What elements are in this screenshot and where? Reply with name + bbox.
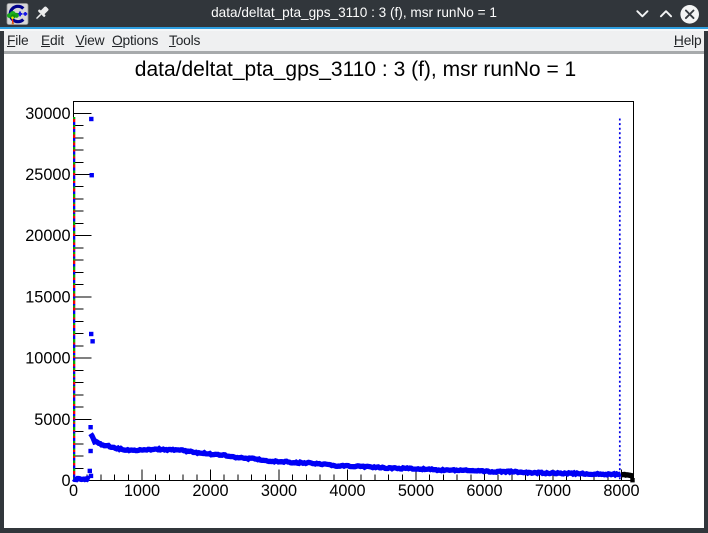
svg-text:6000: 6000 <box>466 482 502 500</box>
svg-text:1000: 1000 <box>124 482 160 500</box>
svg-text:3000: 3000 <box>261 482 297 500</box>
svg-text:2000: 2000 <box>192 482 228 500</box>
svg-text:15000: 15000 <box>25 288 70 306</box>
svg-text:10000: 10000 <box>25 350 70 368</box>
svg-text:0: 0 <box>61 472 70 490</box>
svg-text:20000: 20000 <box>25 227 70 245</box>
svg-text:0: 0 <box>69 482 78 500</box>
svg-text:5000: 5000 <box>34 411 70 429</box>
svg-text:7000: 7000 <box>535 482 571 500</box>
svg-text:4000: 4000 <box>329 482 365 500</box>
svg-text:5000: 5000 <box>398 482 434 500</box>
svg-text:30000: 30000 <box>25 105 70 123</box>
svg-text:data/deltat_pta_gps_3110 : 3 (: data/deltat_pta_gps_3110 : 3 (f), msr ru… <box>135 58 576 81</box>
svg-text:25000: 25000 <box>25 166 70 184</box>
svg-text:8000: 8000 <box>603 482 639 500</box>
